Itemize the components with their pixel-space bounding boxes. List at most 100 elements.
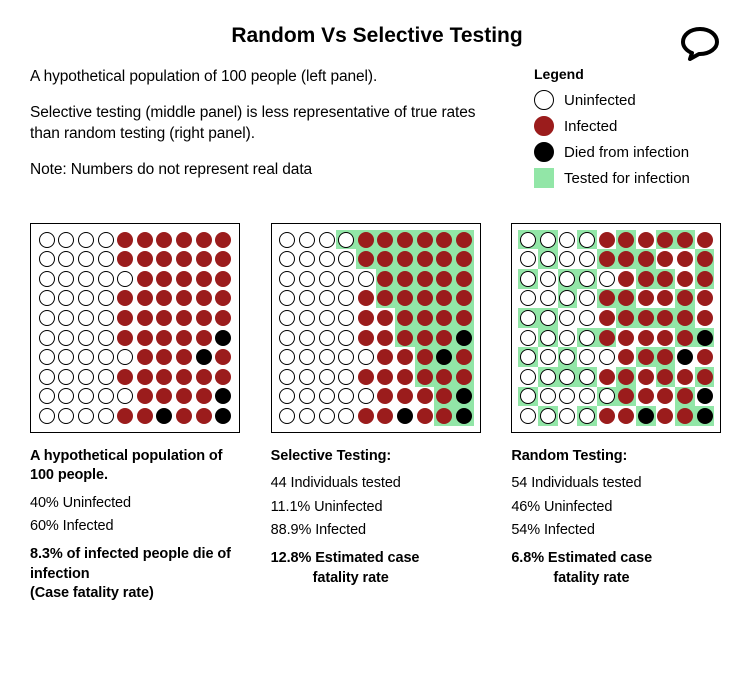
dot [638, 251, 654, 267]
dot [358, 251, 374, 267]
dot [117, 271, 133, 287]
dot [39, 369, 55, 385]
dot-layer [278, 230, 474, 426]
dot [579, 330, 595, 346]
dot [299, 271, 315, 287]
dot [677, 388, 693, 404]
dot [377, 330, 393, 346]
caption-em: 8.3% of infected people die of infection [30, 545, 243, 584]
dot [436, 251, 452, 267]
dot [98, 330, 114, 346]
caption-head: Random Testing: [511, 447, 724, 467]
dot [456, 271, 472, 287]
dot [358, 369, 374, 385]
dot [358, 330, 374, 346]
dot [215, 330, 231, 346]
dot [117, 290, 133, 306]
dot [338, 271, 354, 287]
dot [520, 330, 536, 346]
dot [456, 388, 472, 404]
dot [397, 369, 413, 385]
dot [677, 369, 693, 385]
dot [657, 271, 673, 287]
dot [279, 251, 295, 267]
dot [417, 330, 433, 346]
legend-label: Tested for infection [564, 170, 690, 187]
dot [196, 388, 212, 404]
dot [338, 290, 354, 306]
dot [638, 330, 654, 346]
dot [137, 369, 153, 385]
caption-line: 54 Individuals tested [511, 474, 724, 494]
dot [58, 290, 74, 306]
dot [299, 388, 315, 404]
dot [638, 388, 654, 404]
dot [279, 349, 295, 365]
dot [520, 251, 536, 267]
legend-swatch [534, 90, 554, 110]
panels-row: A hypothetical population of 100 people.… [30, 223, 724, 604]
dot [319, 388, 335, 404]
legend-swatch [534, 116, 554, 136]
dot [78, 330, 94, 346]
dot [319, 310, 335, 326]
dot [156, 349, 172, 365]
dot [196, 290, 212, 306]
dot [58, 232, 74, 248]
dot [156, 310, 172, 326]
dot [579, 232, 595, 248]
dot [638, 369, 654, 385]
dot [436, 271, 452, 287]
dot [338, 330, 354, 346]
dot [397, 232, 413, 248]
dot [456, 251, 472, 267]
dot [319, 271, 335, 287]
dot [39, 349, 55, 365]
dot [377, 408, 393, 424]
dot [618, 271, 634, 287]
dot [677, 310, 693, 326]
dot [618, 251, 634, 267]
dot [377, 369, 393, 385]
dot [39, 290, 55, 306]
dot [599, 232, 615, 248]
intro-p3: Note: Numbers do not represent real data [30, 159, 494, 181]
dot [299, 349, 315, 365]
dot [540, 330, 556, 346]
dot [117, 251, 133, 267]
dot [456, 369, 472, 385]
dot [78, 271, 94, 287]
legend-swatch [534, 142, 554, 162]
dot [338, 232, 354, 248]
dot [279, 310, 295, 326]
legend-swatch [534, 168, 554, 188]
panel-selective: Selective Testing:44 Individuals tested1… [271, 223, 484, 604]
dot [215, 232, 231, 248]
dot [299, 369, 315, 385]
dot [58, 271, 74, 287]
dot [540, 369, 556, 385]
dot [137, 251, 153, 267]
dot [540, 271, 556, 287]
dot [39, 388, 55, 404]
dot [117, 349, 133, 365]
dot [697, 388, 713, 404]
dot [338, 408, 354, 424]
dot [697, 271, 713, 287]
caption-head: Selective Testing: [271, 447, 484, 467]
dot [397, 408, 413, 424]
dot [137, 408, 153, 424]
dot [196, 251, 212, 267]
dot [215, 251, 231, 267]
dot [137, 330, 153, 346]
dot [156, 388, 172, 404]
dot [456, 232, 472, 248]
dot [397, 349, 413, 365]
dot [137, 232, 153, 248]
dot [196, 271, 212, 287]
dot [436, 408, 452, 424]
dot [358, 388, 374, 404]
dot [98, 388, 114, 404]
caption-em2: (Case fatality rate) [30, 584, 243, 604]
dot [137, 310, 153, 326]
